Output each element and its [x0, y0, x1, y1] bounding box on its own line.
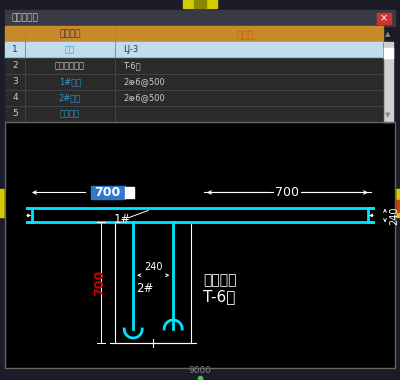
Text: 700: 700 [274, 186, 298, 199]
Text: ×: × [380, 14, 388, 24]
Text: 属性名称: 属性名称 [59, 30, 81, 38]
Text: 2: 2 [12, 62, 18, 71]
Text: 700: 700 [93, 270, 106, 296]
Text: 2⊕6@500: 2⊕6@500 [123, 93, 165, 103]
Text: 2#加筋: 2#加筋 [59, 93, 81, 103]
Text: 5: 5 [12, 109, 18, 119]
Text: 4: 4 [12, 93, 18, 103]
Bar [5, 26, 383, 42]
Text: 1#: 1# [113, 213, 130, 226]
Bar [5, 74, 383, 90]
Text: 240: 240 [389, 206, 399, 225]
Text: 属性值: 属性值 [236, 29, 254, 39]
Text: 1#加筋: 1#加筋 [59, 78, 81, 87]
Bar [5, 106, 383, 122]
Text: 9000: 9000 [188, 366, 212, 375]
Bar [5, 42, 383, 58]
Bar [5, 90, 383, 106]
Bar [383, 48, 393, 58]
Bar [5, 122, 395, 368]
Bar [0, 189, 7, 217]
Bar [393, 189, 400, 217]
Bar [5, 10, 395, 26]
Bar [5, 58, 383, 74]
Bar [124, 187, 134, 198]
Text: 2⊕6@500: 2⊕6@500 [123, 78, 165, 87]
Text: T-6形: T-6形 [123, 62, 141, 71]
Text: 1: 1 [12, 46, 18, 54]
Text: 预留钢筋: 预留钢筋 [203, 273, 237, 287]
Bar [194, 0, 206, 8]
Text: 2#: 2# [136, 282, 154, 295]
Text: 名称: 名称 [65, 46, 75, 54]
Text: ▲: ▲ [385, 31, 391, 37]
Text: LJ-3: LJ-3 [123, 46, 138, 54]
Bar [377, 13, 391, 24]
Text: ▼: ▼ [385, 112, 391, 118]
Bar [5, 122, 395, 368]
Text: 3: 3 [12, 78, 18, 87]
Bar [383, 42, 393, 122]
Bar [393, 200, 400, 212]
Text: 240: 240 [144, 262, 162, 272]
Text: 700: 700 [94, 186, 121, 199]
Bar [115, 222, 191, 343]
Text: T-6形: T-6形 [203, 289, 236, 304]
Bar [183, 0, 217, 8]
Bar [90, 187, 124, 200]
Text: 加筋间距: 加筋间距 [60, 109, 80, 119]
Text: 属性编辑器: 属性编辑器 [11, 14, 38, 22]
Text: 砌体加筋形式: 砌体加筋形式 [55, 62, 85, 71]
